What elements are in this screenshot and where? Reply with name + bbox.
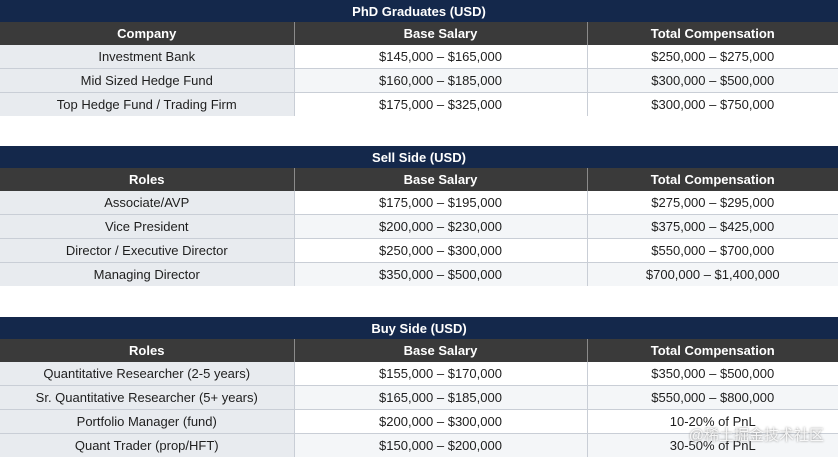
buy-side-section-title: Buy Side (USD) <box>0 317 838 339</box>
total-compensation-cell: $350,000 – $500,000 <box>586 362 838 386</box>
total-compensation-cell: 30-50% of PnL <box>586 433 838 457</box>
total-compensation-cell: $550,000 – $800,000 <box>586 385 838 410</box>
sell-side-section: Sell Side (USD) Roles Base Salary Total … <box>0 146 838 286</box>
table-row: Portfolio Manager (fund) $200,000 – $300… <box>0 409 838 434</box>
column-header-total-compensation: Total Compensation <box>586 22 838 45</box>
table-row: Vice President $200,000 – $230,000 $375,… <box>0 214 838 239</box>
total-compensation-cell: $375,000 – $425,000 <box>586 214 838 239</box>
company-cell: Top Hedge Fund / Trading Firm <box>0 92 294 116</box>
buy-side-section: Buy Side (USD) Roles Base Salary Total C… <box>0 317 838 457</box>
table-header-row: Company Base Salary Total Compensation <box>0 22 838 45</box>
company-cell: Mid Sized Hedge Fund <box>0 68 294 93</box>
table-row: Sr. Quantitative Researcher (5+ years) $… <box>0 385 838 410</box>
total-compensation-cell: $550,000 – $700,000 <box>586 238 838 263</box>
phd-section-title: PhD Graduates (USD) <box>0 0 838 22</box>
table-row: Director / Executive Director $250,000 –… <box>0 238 838 263</box>
role-cell: Vice President <box>0 214 294 239</box>
role-cell: Director / Executive Director <box>0 238 294 263</box>
column-header-base-salary: Base Salary <box>293 168 587 191</box>
phd-table: Company Base Salary Total Compensation I… <box>0 22 838 116</box>
total-compensation-cell: $300,000 – $750,000 <box>586 92 838 116</box>
column-header-base-salary: Base Salary <box>293 339 587 362</box>
role-cell: Quantitative Researcher (2-5 years) <box>0 362 294 386</box>
role-cell: Sr. Quantitative Researcher (5+ years) <box>0 385 294 410</box>
role-cell: Quant Trader (prop/HFT) <box>0 433 294 457</box>
column-header-base-salary: Base Salary <box>293 22 587 45</box>
table-row: Mid Sized Hedge Fund $160,000 – $185,000… <box>0 68 838 93</box>
column-header-total-compensation: Total Compensation <box>586 168 838 191</box>
buy-side-table: Roles Base Salary Total Compensation Qua… <box>0 339 838 457</box>
phd-graduates-section: PhD Graduates (USD) Company Base Salary … <box>0 0 838 116</box>
table-row: Managing Director $350,000 – $500,000 $7… <box>0 262 838 286</box>
sell-side-table: Roles Base Salary Total Compensation Ass… <box>0 168 838 286</box>
table-row: Top Hedge Fund / Trading Firm $175,000 –… <box>0 92 838 116</box>
column-header-company: Company <box>0 22 294 45</box>
role-cell: Managing Director <box>0 262 294 286</box>
base-salary-cell: $175,000 – $325,000 <box>293 92 587 116</box>
base-salary-cell: $175,000 – $195,000 <box>293 191 587 215</box>
total-compensation-cell: $275,000 – $295,000 <box>586 191 838 215</box>
base-salary-cell: $350,000 – $500,000 <box>293 262 587 286</box>
base-salary-cell: $250,000 – $300,000 <box>293 238 587 263</box>
column-header-total-compensation: Total Compensation <box>586 339 838 362</box>
table-header-row: Roles Base Salary Total Compensation <box>0 339 838 362</box>
base-salary-cell: $165,000 – $185,000 <box>293 385 587 410</box>
base-salary-cell: $200,000 – $230,000 <box>293 214 587 239</box>
base-salary-cell: $160,000 – $185,000 <box>293 68 587 93</box>
role-cell: Associate/AVP <box>0 191 294 215</box>
base-salary-cell: $150,000 – $200,000 <box>293 433 587 457</box>
sell-side-section-title: Sell Side (USD) <box>0 146 838 168</box>
company-cell: Investment Bank <box>0 45 294 69</box>
total-compensation-cell: 10-20% of PnL <box>586 409 838 434</box>
table-header-row: Roles Base Salary Total Compensation <box>0 168 838 191</box>
table-row: Quantitative Researcher (2-5 years) $155… <box>0 362 838 386</box>
total-compensation-cell: $250,000 – $275,000 <box>586 45 838 69</box>
table-row: Quant Trader (prop/HFT) $150,000 – $200,… <box>0 433 838 457</box>
base-salary-cell: $200,000 – $300,000 <box>293 409 587 434</box>
table-row: Investment Bank $145,000 – $165,000 $250… <box>0 45 838 69</box>
column-header-roles: Roles <box>0 168 294 191</box>
role-cell: Portfolio Manager (fund) <box>0 409 294 434</box>
base-salary-cell: $155,000 – $170,000 <box>293 362 587 386</box>
total-compensation-cell: $700,000 – $1,400,000 <box>586 262 838 286</box>
table-row: Associate/AVP $175,000 – $195,000 $275,0… <box>0 191 838 215</box>
total-compensation-cell: $300,000 – $500,000 <box>586 68 838 93</box>
column-header-roles: Roles <box>0 339 294 362</box>
base-salary-cell: $145,000 – $165,000 <box>293 45 587 69</box>
